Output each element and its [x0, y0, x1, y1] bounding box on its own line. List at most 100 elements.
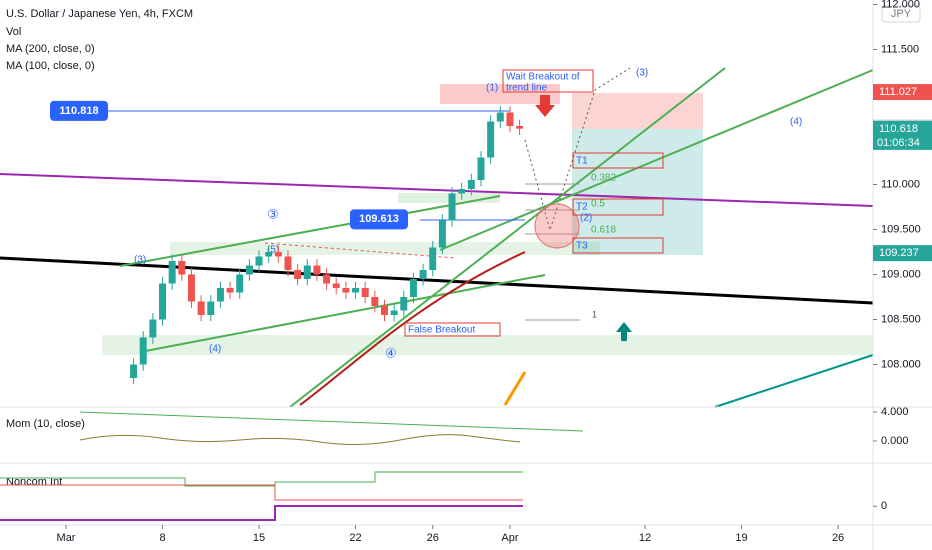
- candle-body: [332, 283, 340, 288]
- target-label: T3: [576, 241, 588, 252]
- candle-body: [361, 288, 369, 297]
- price-tag: [873, 120, 932, 137]
- y-tick-label: 0.000: [881, 435, 909, 447]
- x-tick-label: 15: [253, 532, 265, 544]
- candle-body: [149, 319, 157, 338]
- y-tick-label: 108.000: [881, 358, 921, 370]
- fib-label: 0.5: [591, 199, 605, 210]
- candle-body: [226, 288, 234, 293]
- trend-line: [503, 371, 527, 406]
- candle-body: [409, 279, 417, 297]
- candle-body: [245, 265, 253, 275]
- candle-body: [294, 270, 302, 279]
- pane-title: Mom (10, close): [6, 418, 85, 430]
- candle-body: [236, 274, 244, 293]
- y-tick-label: 109.500: [881, 223, 921, 235]
- candle-body: [352, 288, 360, 293]
- candle-body: [274, 252, 282, 257]
- x-tick-label: Apr: [501, 532, 518, 544]
- price-tag-label: 110.618: [879, 123, 918, 135]
- trend-line: [0, 173, 874, 207]
- target-label: T1: [576, 156, 588, 167]
- down-arrow: [535, 95, 555, 117]
- price-tag-label: 109.237: [879, 247, 919, 259]
- candle-body: [438, 220, 446, 248]
- target-box: [572, 152, 664, 169]
- note: False Breakout: [408, 325, 475, 336]
- y-tick-label: 111.500: [881, 43, 919, 55]
- supply-zone: [440, 84, 560, 104]
- candle-body: [197, 301, 205, 315]
- wave-label: 1: [592, 309, 597, 319]
- demand-zone: [170, 242, 600, 255]
- candle-body: [448, 193, 456, 221]
- wave-label: (3): [636, 68, 648, 79]
- y-tick-label: 110.000: [881, 178, 920, 190]
- wave-label: (5): [267, 245, 279, 256]
- candle-body: [303, 265, 311, 279]
- candle-body: [342, 288, 350, 293]
- candle-body: [390, 310, 398, 315]
- y-tick-label: 108.500: [881, 313, 921, 325]
- target-box: [572, 198, 664, 216]
- demand-zone: [102, 335, 873, 355]
- level-tag-label: 109.613: [359, 213, 399, 225]
- wave-label: ④: [385, 345, 397, 360]
- candle-body: [284, 256, 292, 270]
- plot: 108.000108.500109.000109.500110.000110.5…: [50, 0, 932, 544]
- candle-body: [477, 157, 485, 180]
- level-tag-label: 110.818: [59, 105, 98, 117]
- indicator-label: MA (100, close, 0): [6, 60, 95, 72]
- note-box: [404, 322, 501, 337]
- note: Wait Breakout of: [506, 72, 580, 83]
- candle-body: [380, 306, 388, 315]
- y-tick-label: 112.000: [881, 0, 920, 10]
- candle-body: [419, 270, 427, 279]
- y-tick-label: 4.000: [881, 406, 909, 418]
- wave-label: ③: [267, 206, 279, 221]
- trend-line: [289, 67, 726, 408]
- indicator-label: MA (200, close, 0): [6, 43, 95, 55]
- candle-body: [216, 288, 224, 302]
- wave-label: (4): [209, 344, 221, 355]
- candle-body: [168, 261, 176, 284]
- x-tick-label: 26: [427, 532, 439, 544]
- symbol-title: U.S. Dollar / Japanese Yen, 4h, FXCM: [6, 8, 193, 20]
- price-tag: [873, 245, 932, 262]
- note: trend line: [506, 83, 548, 94]
- price-tag: [873, 84, 932, 101]
- trend-line: [714, 354, 874, 408]
- candle-body: [159, 283, 167, 320]
- candle-body: [187, 274, 195, 302]
- wave-label: (4): [790, 117, 802, 128]
- candle-body: [467, 180, 475, 189]
- indicator-label: Vol: [6, 26, 21, 38]
- target-label: T2: [576, 202, 588, 213]
- y-tick-label: 0: [881, 500, 887, 512]
- trend-line: [139, 274, 546, 353]
- noncom-line: [0, 471, 523, 487]
- level-tag: [50, 100, 108, 121]
- currency-box[interactable]: [881, 5, 921, 23]
- trend-line: [79, 411, 584, 432]
- x-tick-label: 12: [639, 532, 651, 544]
- momentum-line: [79, 434, 521, 446]
- candle-body: [400, 297, 408, 311]
- up-arrow: [616, 322, 632, 341]
- x-tick-label: 19: [735, 532, 747, 544]
- countdown-tag: [873, 135, 932, 150]
- wave-label: (1): [486, 83, 498, 94]
- y-tick-label: 109.000: [881, 268, 921, 280]
- noncom-line: [0, 484, 523, 501]
- candle-body: [255, 256, 263, 266]
- trend-line: [119, 195, 501, 267]
- x-tick-label: 22: [349, 532, 361, 544]
- candle-body: [178, 261, 186, 275]
- countdown: 01:06:34: [877, 137, 920, 149]
- candle-body: [130, 364, 138, 378]
- trend-line: [264, 242, 456, 259]
- note-box: [502, 69, 594, 93]
- fib-label: 0.382: [591, 173, 616, 184]
